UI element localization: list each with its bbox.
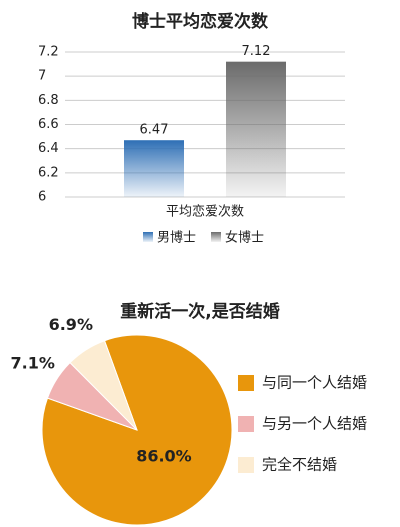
pie-slice (69, 340, 138, 431)
y-tick-label: 6.8 (38, 93, 59, 108)
bar-value-label: 7.12 (242, 44, 271, 59)
legend-swatch (238, 457, 254, 473)
bar-chart-title: 博士平均恋爱次数 (132, 11, 269, 32)
bar (124, 140, 184, 197)
legend-label: 与同一个人结婚 (262, 374, 367, 392)
y-tick-label: 6.6 (38, 117, 59, 132)
y-tick-label: 6.4 (38, 141, 59, 156)
x-tick-label: 平均恋爱次数 (166, 204, 244, 220)
y-tick-label: 7.2 (38, 45, 59, 60)
bar-value-label: 6.47 (140, 123, 169, 138)
pie-chart-title: 重新活一次,是否结婚 (120, 301, 279, 322)
legend-swatch (143, 232, 153, 242)
legend-label: 与另一个人结婚 (262, 415, 367, 433)
bar (226, 61, 286, 197)
y-tick-label: 6 (38, 190, 46, 205)
pie-value-label: 7.1% (11, 353, 55, 372)
pie-slice (41, 334, 233, 526)
legend-label: 男博士 (157, 231, 196, 246)
pie-value-label: 6.9% (49, 315, 93, 334)
pie-value-label: 86.0% (136, 446, 192, 465)
legend-swatch (238, 416, 254, 432)
y-tick-label: 6.2 (38, 165, 59, 180)
legend-swatch (238, 375, 254, 391)
legend-label: 女博士 (225, 230, 264, 246)
legend-swatch (211, 232, 221, 242)
y-tick-label: 7 (38, 69, 46, 84)
legend-label: 完全不结婚 (262, 456, 337, 474)
